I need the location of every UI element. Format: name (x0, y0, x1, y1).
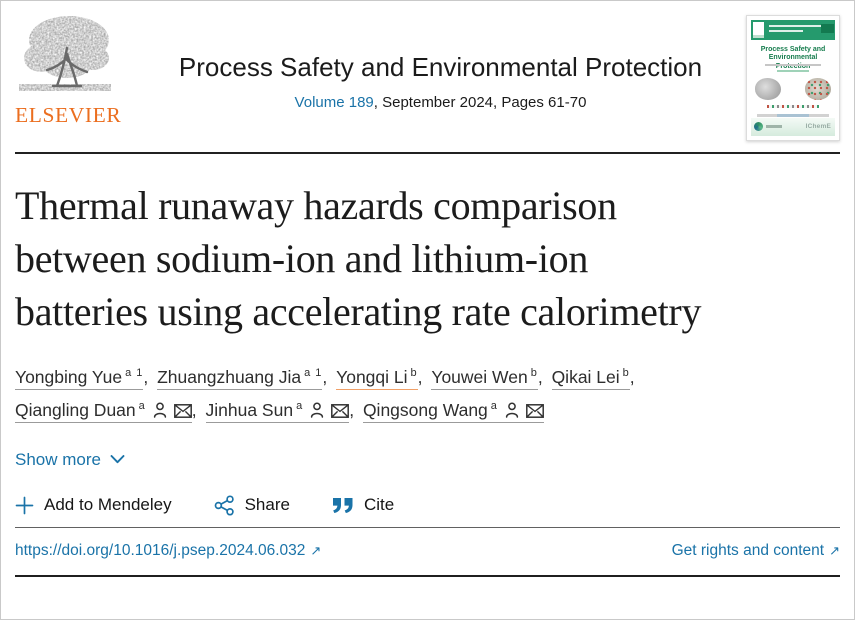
cover-issue-line (777, 70, 809, 72)
doi-link[interactable]: https://doi.org/10.1016/j.psep.2024.06.0… (15, 542, 321, 560)
elsevier-tree-icon (19, 16, 111, 91)
action-bar: Add to Mendeley Share Cite (15, 495, 840, 516)
cover-caption-line (757, 114, 829, 117)
chevron-down-icon (110, 455, 125, 464)
author-name: Yongqi Li (336, 366, 408, 387)
cover-footer-band: IChemE (751, 118, 835, 136)
author-separator: , (537, 366, 548, 387)
show-more-label: Show more (15, 449, 101, 469)
author-affiliation-sup: a (490, 399, 498, 412)
author-name: Yongbing Yue (15, 366, 123, 387)
author-affiliation-sup: a (296, 399, 304, 412)
author-link[interactable]: Qiangling Duan a (15, 399, 192, 423)
journal-title-link[interactable]: Process Safety and Environmental Protect… (178, 52, 703, 82)
get-rights-link[interactable]: Get rights and content ↗ (672, 542, 840, 560)
article-title-line: Thermal runaway hazards comparison (15, 183, 617, 228)
author-name: Qingsong Wang (362, 399, 488, 420)
author-separator: , (322, 366, 333, 387)
volume-issue-line: Volume 189, September 2024, Pages 61-70 (135, 94, 746, 111)
elsevier-logo[interactable]: ELSEVIER (15, 14, 135, 128)
share-button[interactable]: Share (214, 495, 290, 516)
journal-cover-thumbnail[interactable]: Process Safety and Environmental Protect… (746, 15, 840, 141)
author-link[interactable]: Yongqi Li b (336, 366, 418, 390)
cover-society-logo: IChemE (805, 123, 831, 130)
article-header-page: ELSEVIER Process Safety and Environmenta… (1, 1, 854, 577)
divider-dark (15, 574, 840, 577)
elsevier-wordmark: ELSEVIER (15, 103, 122, 127)
author-name: Qiangling Duan (15, 399, 136, 420)
external-link-arrow-icon: ↗ (829, 542, 840, 558)
doi-rights-row: https://doi.org/10.1016/j.psep.2024.06.0… (15, 528, 840, 575)
share-icon (214, 495, 234, 516)
author-separator: , (417, 366, 428, 387)
share-label: Share (244, 495, 290, 515)
journal-banner-center: Process Safety and Environmental Protect… (135, 14, 746, 111)
person-icon (505, 402, 519, 418)
cover-subtitle-line (765, 64, 821, 66)
author-link[interactable]: Zhuangzhuang Jia a 1 (157, 366, 323, 390)
divider-thin (15, 526, 840, 528)
author-link[interactable]: Youwei Wen b (431, 366, 538, 390)
article-title-line: batteries using accelerating rate calori… (15, 289, 702, 334)
cover-figure-legend (767, 105, 819, 108)
cover-publisher-mark (753, 22, 764, 38)
author-affiliation-sup: a (138, 399, 146, 412)
article-title: Thermal runaway hazards comparison betwe… (15, 179, 840, 338)
author-affiliation-sup: b (622, 367, 630, 379)
add-to-mendeley-label: Add to Mendeley (44, 495, 172, 515)
person-icon (311, 402, 324, 418)
volume-link[interactable]: Volume 189 (294, 94, 374, 111)
author-link[interactable]: Jinhua Sun a (205, 399, 350, 423)
author-separator: , (191, 399, 202, 420)
show-more-button[interactable]: Show more (15, 450, 125, 470)
author-affiliation-sup: b (410, 367, 418, 379)
cover-figure-left (755, 78, 781, 100)
author-link[interactable]: Qingsong Wang a (362, 399, 544, 423)
author-link[interactable]: Yongbing Yue a 1 (15, 366, 144, 390)
author-name: Qikai Lei (551, 366, 620, 387)
cover-header-band (751, 20, 835, 40)
author-list: Yongbing Yue a 1, Zhuangzhuang Jia a 1, Yo… (15, 359, 840, 425)
plus-icon (15, 496, 34, 515)
cite-button[interactable]: Cite (332, 495, 394, 515)
author-separator: , (349, 399, 359, 420)
cover-figure-right (805, 78, 831, 100)
author-link[interactable]: Qikai Lei b (551, 366, 630, 390)
envelope-icon (525, 403, 544, 418)
article-title-line: between sodium-ion and lithium-ion (15, 236, 589, 281)
cover-volume-tab (821, 24, 834, 33)
cover-band-text-line (769, 30, 803, 32)
author-name: Youwei Wen (431, 366, 528, 387)
author-affiliation-sup: b (530, 367, 538, 379)
issue-info: , September 2024, Pages 61-70 (373, 94, 587, 111)
cover-figures (755, 78, 831, 100)
cover-globe-icon (754, 122, 763, 131)
author-affiliation-sup: a 1 (304, 367, 323, 379)
author-separator: , (143, 366, 154, 387)
author-affiliation-sup: a 1 (125, 367, 144, 379)
author-name: Zhuangzhuang Jia (157, 366, 302, 387)
journal-banner: ELSEVIER Process Safety and Environmenta… (15, 1, 840, 154)
author-separator: , (629, 366, 635, 387)
doi-link-text: https://doi.org/10.1016/j.psep.2024.06.0… (15, 541, 306, 559)
cite-label: Cite (363, 495, 395, 515)
cite-quotes-icon (332, 497, 353, 513)
cover-band-text-line (769, 25, 821, 27)
external-link-arrow-icon: ↗ (310, 542, 322, 558)
get-rights-text: Get rights and content (671, 541, 825, 559)
person-icon (153, 402, 166, 418)
cover-journal-title: Process Safety and Environmental Protect… (760, 46, 826, 70)
envelope-icon (331, 403, 350, 418)
cover-globe-label (766, 125, 782, 128)
add-to-mendeley-button[interactable]: Add to Mendeley (15, 495, 172, 515)
envelope-icon (173, 403, 192, 418)
author-name: Jinhua Sun (205, 399, 294, 420)
